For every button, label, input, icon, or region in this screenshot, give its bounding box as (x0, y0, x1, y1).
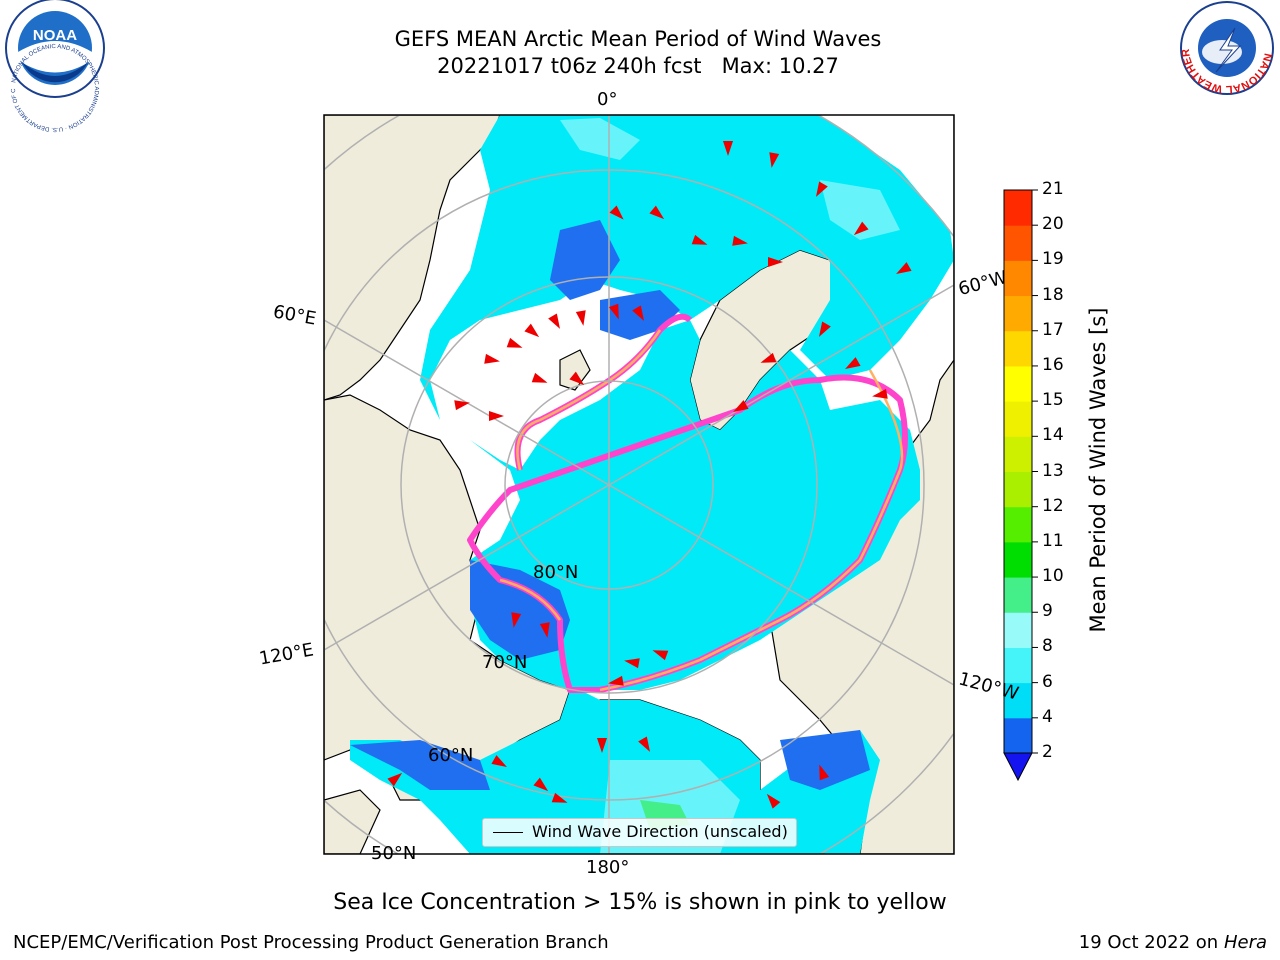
wave-direction-arrow (608, 675, 624, 686)
sea-ice-note: Sea Ice Concentration > 15% is shown in … (333, 890, 947, 915)
colorbar-tick-label: 18 (1042, 284, 1064, 305)
colorbar-segment (1004, 647, 1032, 684)
colorbar-segment (1004, 682, 1032, 719)
parallel-label-60n: 60°N (428, 745, 474, 766)
wave-direction-arrow (575, 310, 586, 326)
wave-direction-arrow (608, 303, 619, 320)
colorbar-tick-label: 15 (1042, 390, 1064, 411)
wave-direction-arrow (506, 337, 523, 348)
parallel-label-50n: 50°N (371, 843, 417, 864)
map-legend: Wind Wave Direction (unscaled) (482, 818, 797, 847)
wave-direction-arrow (624, 658, 640, 669)
colorbar-segment (1004, 471, 1032, 508)
wave-direction-arrow (491, 755, 507, 767)
colorbar-tick-label: 4 (1042, 706, 1053, 727)
wave-direction-arrow (454, 400, 470, 411)
colorbar-tick-label: 19 (1042, 249, 1064, 270)
noaa-logo: NOAA NATIONAL OCEANIC AND ATMOSPHERIC AD… (0, 0, 105, 132)
wave-direction-arrow (691, 234, 708, 245)
wave-direction-arrow (524, 323, 540, 338)
wave-direction-arrow (638, 736, 650, 752)
wave-direction-arrow (845, 357, 861, 369)
colorbar (1003, 189, 1038, 782)
colorbar-segment (1004, 717, 1032, 754)
colorbar-tick-label: 20 (1042, 214, 1064, 235)
colorbar-tick-label: 6 (1042, 671, 1053, 692)
colorbar-tick-label: 11 (1042, 530, 1064, 551)
meridian-label-0: 0° (597, 89, 618, 110)
legend-line-sample (493, 832, 523, 833)
wave-direction-arrow (531, 372, 548, 383)
wave-direction-arrow (819, 321, 831, 337)
colorbar-tick-label: 10 (1042, 566, 1064, 587)
run-date: 19 Oct 2022 on (1078, 932, 1219, 953)
chart-subtitle: 20221017 t06z 240h fcst Max: 10.27 (437, 54, 839, 78)
date-line: 19 Oct 2022 on Hera (1079, 932, 1267, 953)
colorbar-segment (1004, 541, 1032, 578)
colorbar-tick-label: 17 (1042, 319, 1064, 340)
colorbar-segment (1004, 577, 1032, 613)
colorbar-segment (1004, 612, 1032, 648)
colorbar-segment (1004, 260, 1032, 297)
wave-direction-arrow (548, 313, 560, 329)
colorbar-label: Mean Period of Wind Waves [s] (1086, 307, 1110, 633)
map-area (324, 115, 954, 854)
colorbar-tick-label: 21 (1042, 179, 1064, 199)
wave-direction-arrow (652, 650, 669, 661)
colorbar-tick-label: 9 (1042, 601, 1053, 622)
colorbar-segment (1004, 365, 1032, 402)
wave-direction-arrow (819, 764, 830, 781)
colorbar-under-arrow (1003, 752, 1033, 782)
wave-direction-arrow (816, 181, 828, 197)
colorbar-tick-label: 12 (1042, 495, 1064, 516)
wave-direction-arrow (387, 772, 403, 787)
wave-direction-arrow (896, 262, 912, 274)
wave-direction-arrow (511, 612, 522, 628)
parallel-label-80n: 80°N (533, 562, 579, 583)
wave-direction-arrow (760, 352, 777, 363)
colorbar-segment (1004, 506, 1032, 543)
host-name: Hera (1223, 932, 1267, 953)
wave-direction-arrow (597, 738, 607, 753)
sea-ice-edge (467, 313, 908, 693)
wave-direction-arrow (484, 353, 500, 364)
wave-direction-arrow (539, 622, 550, 638)
wave-direction-arrow (632, 305, 644, 321)
colorbar-segment (1004, 295, 1032, 332)
colorbar-tick-label: 8 (1042, 636, 1053, 657)
wave-direction-arrow (533, 777, 549, 792)
wave-direction-arrow (489, 411, 504, 421)
wave-direction-arrow (733, 400, 749, 412)
colorbar-segment (1004, 436, 1032, 472)
colorbar-tick-label: 13 (1042, 460, 1064, 481)
colorbar-segment (1004, 190, 1032, 226)
svg-text:NOAA: NOAA (33, 27, 77, 44)
wave-direction-arrow (769, 152, 780, 168)
colorbar-segment (1004, 225, 1032, 261)
wave-direction-arrow (649, 205, 665, 220)
wave-direction-arrow (853, 221, 869, 236)
meridian-label-180: 180° (586, 857, 630, 878)
chart-title: GEFS MEAN Arctic Mean Period of Wind Wav… (394, 27, 882, 51)
nws-logo: NATIONAL WEATHER SERVICE (0, 0, 1274, 95)
graticule (324, 115, 954, 854)
wave-direction-arrow (768, 257, 783, 267)
wave-direction-arrow (551, 792, 568, 803)
colorbar-tick-label: 14 (1042, 425, 1064, 446)
colorbar-segment (1004, 401, 1032, 437)
wave-direction-arrow (872, 388, 888, 399)
colorbar-segment (1004, 330, 1032, 367)
colorbar-tick-label: 2 (1042, 742, 1053, 762)
credit-line: NCEP/EMC/Verification Post Processing Pr… (13, 932, 609, 953)
wave-direction-arrow (723, 141, 733, 156)
map-frame (323, 114, 955, 855)
svg-text:NATIONAL WEATHER SERVICE: NATIONAL WEATHER SERVICE (0, 0, 1274, 95)
wave-direction-arrow (569, 371, 585, 386)
parallel-label-70n: 70°N (482, 652, 528, 673)
wave-direction-arrow (732, 235, 748, 246)
colorbar-tick-label: 16 (1042, 354, 1064, 375)
legend-label: Wind Wave Direction (unscaled) (532, 822, 788, 841)
wave-direction-arrow (766, 793, 781, 809)
